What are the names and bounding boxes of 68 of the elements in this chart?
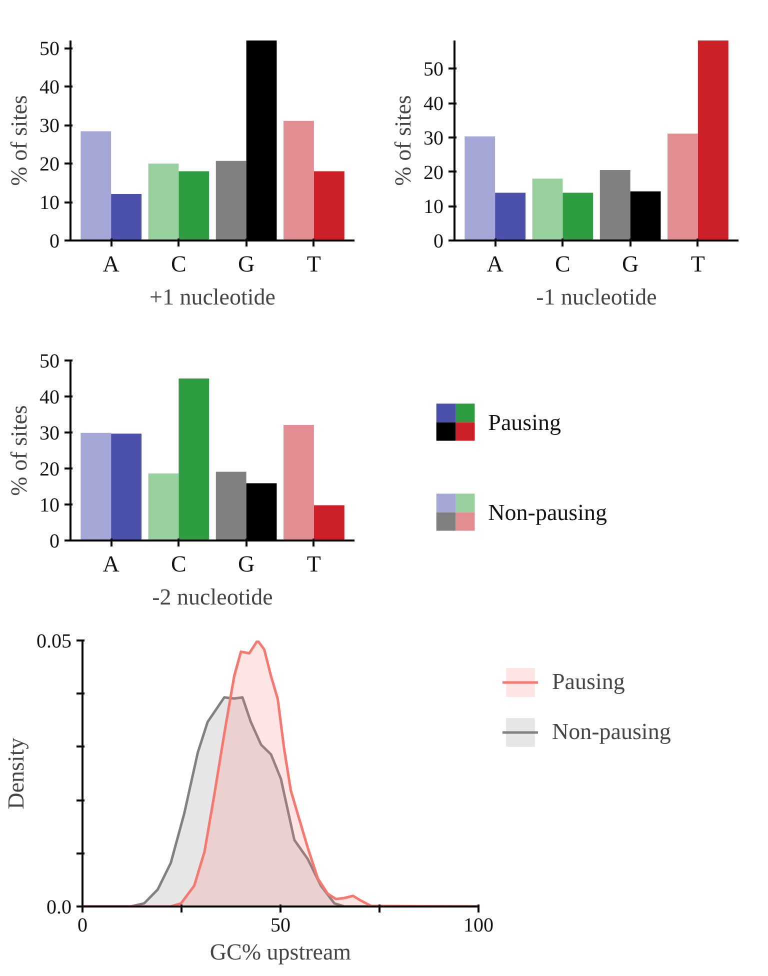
x-tick-label: 50	[270, 914, 290, 936]
y-axis-title: % of sites	[6, 95, 32, 186]
bar	[148, 164, 179, 240]
x-tick-label: T	[306, 552, 321, 576]
bar	[464, 136, 496, 240]
bar	[532, 178, 563, 240]
x-tick-label: A	[102, 252, 120, 276]
y-tick-label: 50	[424, 58, 444, 81]
y-tick-label: 20	[40, 458, 60, 480]
x-tick-label: G	[622, 252, 639, 276]
x-tick-label: 0	[78, 914, 88, 936]
y-tick-label: 30	[40, 422, 60, 444]
bar	[111, 434, 142, 540]
y-tick-label: 10	[40, 192, 60, 214]
y-tick-label: 30	[424, 127, 444, 150]
y-tick-label: 40	[40, 386, 60, 408]
bar	[80, 432, 112, 540]
y-tick-label: 10	[40, 494, 60, 516]
bar	[178, 378, 210, 540]
bar	[148, 474, 179, 540]
bar	[216, 472, 246, 540]
bar	[80, 131, 112, 240]
legend-label: Non-pausing	[488, 500, 608, 525]
y-axis-title: Density	[4, 737, 28, 810]
y-tick-label: 10	[424, 196, 444, 218]
y-tick-label: 50	[40, 38, 60, 60]
y-axis-title: % of sites	[390, 95, 416, 186]
bar	[111, 194, 142, 240]
legend-label: Non-pausing	[552, 719, 671, 745]
x-tick-label: T	[306, 252, 321, 276]
y-tick-label: 40	[40, 76, 60, 99]
y-tick-label: 40	[424, 93, 444, 116]
x-tick-label: C	[171, 552, 186, 576]
x-tick-label: G	[238, 552, 255, 576]
x-tick-label: A	[486, 252, 504, 276]
bar	[600, 170, 630, 240]
legend-label: Pausing	[488, 410, 562, 435]
bar	[495, 192, 526, 240]
x-tick-label: C	[555, 252, 570, 276]
bar	[562, 192, 594, 240]
legend-label: Pausing	[552, 669, 625, 695]
bar	[284, 120, 314, 240]
x-tick-label: G	[238, 252, 255, 276]
y-tick-label: 20	[424, 162, 444, 184]
x-axis-title: -1 nucleotide	[536, 284, 657, 310]
x-axis-title: -2 nucleotide	[152, 584, 273, 610]
y-tick-label: 0	[434, 230, 444, 252]
bar	[216, 160, 246, 240]
bar	[284, 424, 314, 540]
y-tick-label: 20	[40, 154, 60, 176]
x-axis-title: +1 nucleotide	[149, 284, 276, 310]
x-axis-title: GC% upstream	[210, 940, 352, 964]
bar	[314, 171, 344, 240]
y-tick-label: 30	[40, 115, 60, 138]
y-tick-label: 0	[50, 530, 60, 552]
x-tick-label: T	[690, 252, 705, 276]
y-axis-title: % of sites	[6, 405, 32, 496]
bar	[698, 40, 728, 240]
y-tick-label: 0	[50, 230, 60, 252]
x-tick-label: C	[171, 252, 186, 276]
bar	[178, 171, 210, 240]
bar	[314, 505, 344, 540]
bar	[668, 134, 698, 240]
y-tick-label: 0.0	[46, 896, 72, 918]
x-tick-label: 100	[464, 914, 494, 936]
y-tick-label: 50	[40, 350, 60, 372]
x-tick-label: A	[102, 552, 120, 576]
y-tick-label: 0.05	[36, 630, 72, 652]
